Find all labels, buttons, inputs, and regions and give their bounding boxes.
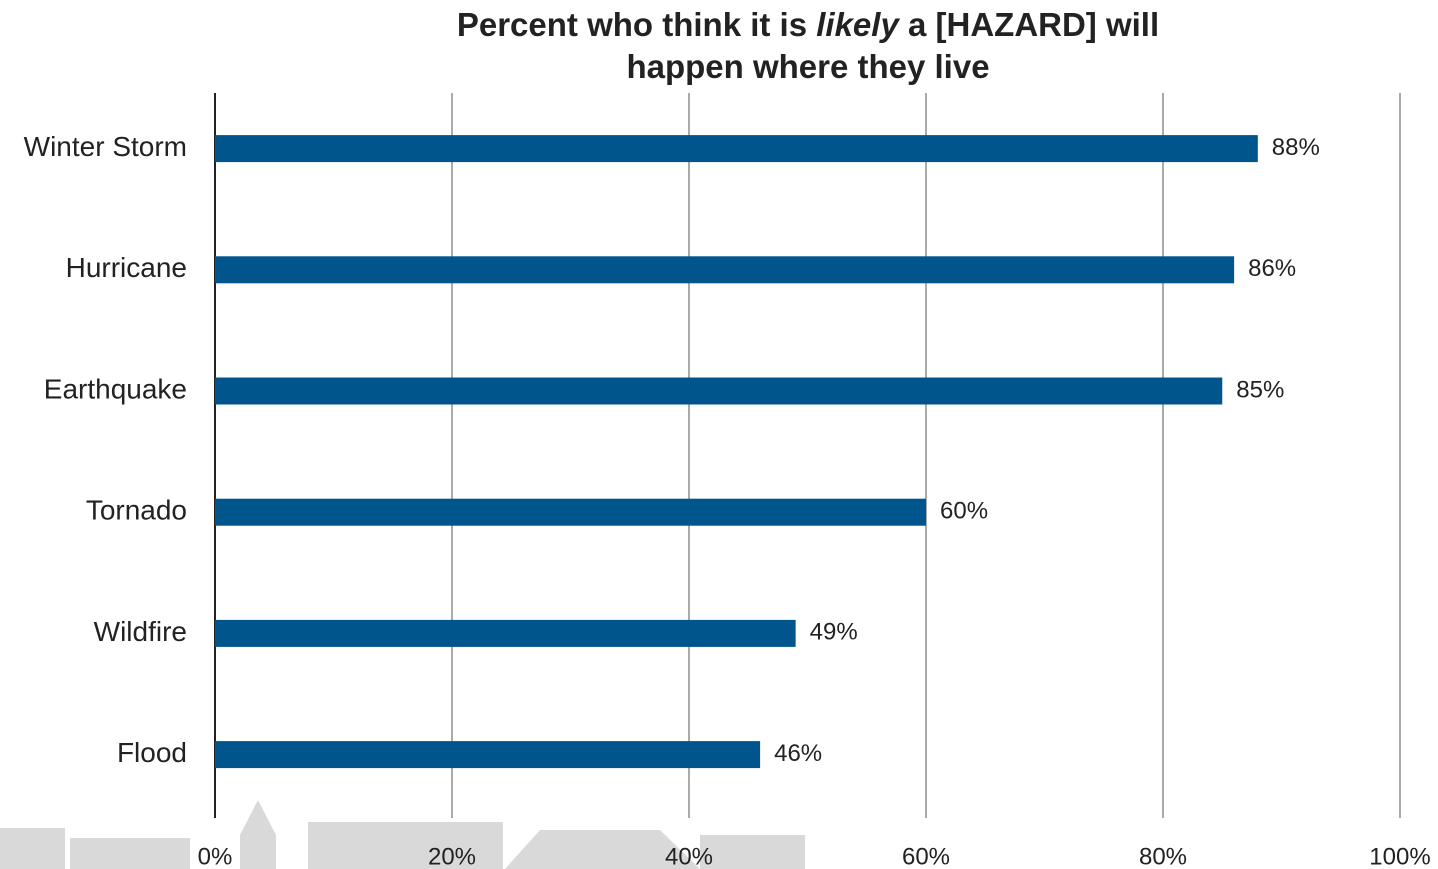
bar [215,135,1258,163]
x-tick-label: 0% [198,843,233,869]
bar [215,377,1223,405]
bar [215,498,926,526]
value-label: 88% [1272,134,1320,161]
title-part: Percent who think it is [456,6,817,43]
y-tick-label: Earthquake [44,373,187,404]
y-tick-label: Tornado [86,495,187,526]
value-label: 85% [1236,376,1284,403]
title-part: likely [816,6,899,43]
bar [215,256,1235,284]
skyline-decoration [0,800,805,869]
value-label: 49% [810,619,858,646]
value-label: 46% [774,740,822,767]
y-tick-label: Winter Storm [24,131,187,162]
y-tick-label: Hurricane [66,252,187,283]
x-tick-label: 60% [902,843,950,869]
title-part: a [HAZARD] will happen where they live [626,6,1160,85]
x-tick-label: 100% [1369,843,1430,869]
chart-title: Percent who think it is likely a [HAZARD… [408,4,1208,88]
y-tick-label: Wildfire [94,616,187,647]
x-tick-label: 80% [1139,843,1187,869]
bar [215,741,761,769]
x-tick-label: 40% [665,843,713,869]
value-label: 86% [1248,255,1296,282]
bar [215,619,796,647]
value-label: 60% [940,498,988,525]
y-tick-label: Flood [117,737,187,768]
x-tick-label: 20% [428,843,476,869]
